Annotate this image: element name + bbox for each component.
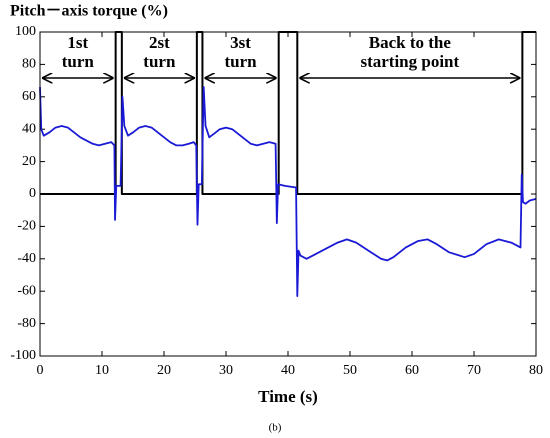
y-tick-label: 40	[22, 121, 36, 136]
y-tick-label: 80	[22, 57, 36, 72]
plot-frame	[39, 31, 537, 357]
y-tick-label: 60	[22, 89, 36, 104]
y-tick-label: -40	[17, 251, 36, 266]
x-tick-label: 80	[529, 363, 543, 378]
annotation-text: 2st	[149, 33, 170, 52]
annotation-text: turn	[62, 52, 95, 71]
chart-title: Pitch－axis torque (%)	[10, 3, 168, 20]
x-tick-label: 60	[405, 363, 419, 378]
y-tick-label: -100	[10, 348, 36, 363]
x-tick-label: 50	[343, 363, 357, 378]
y-tick-label: 20	[22, 154, 36, 169]
annotation-text: 3st	[230, 33, 251, 52]
x-tick-label: 20	[157, 363, 171, 378]
annotation-text: Back to the	[369, 33, 452, 52]
x-tick-label: 40	[281, 363, 295, 378]
x-tick-label: 0	[37, 363, 44, 378]
y-tick-label: -80	[17, 316, 36, 331]
y-tick-label: 100	[15, 24, 36, 39]
x-tick-label: 70	[467, 363, 481, 378]
annotation-text: starting point	[360, 52, 459, 71]
x-axis-label: Time (s)	[258, 387, 318, 406]
annotation-text: 1st	[67, 33, 88, 52]
x-tick-label: 30	[219, 363, 233, 378]
line-series	[39, 86, 537, 297]
y-tick-label: -20	[17, 219, 36, 234]
x-tick-label: 10	[95, 363, 109, 378]
annotation-text: turn	[143, 52, 176, 71]
caption: (b)	[269, 422, 282, 434]
y-tick-label: 0	[29, 186, 36, 201]
annotation-text: turn	[225, 52, 258, 71]
y-tick-label: -60	[17, 283, 36, 298]
